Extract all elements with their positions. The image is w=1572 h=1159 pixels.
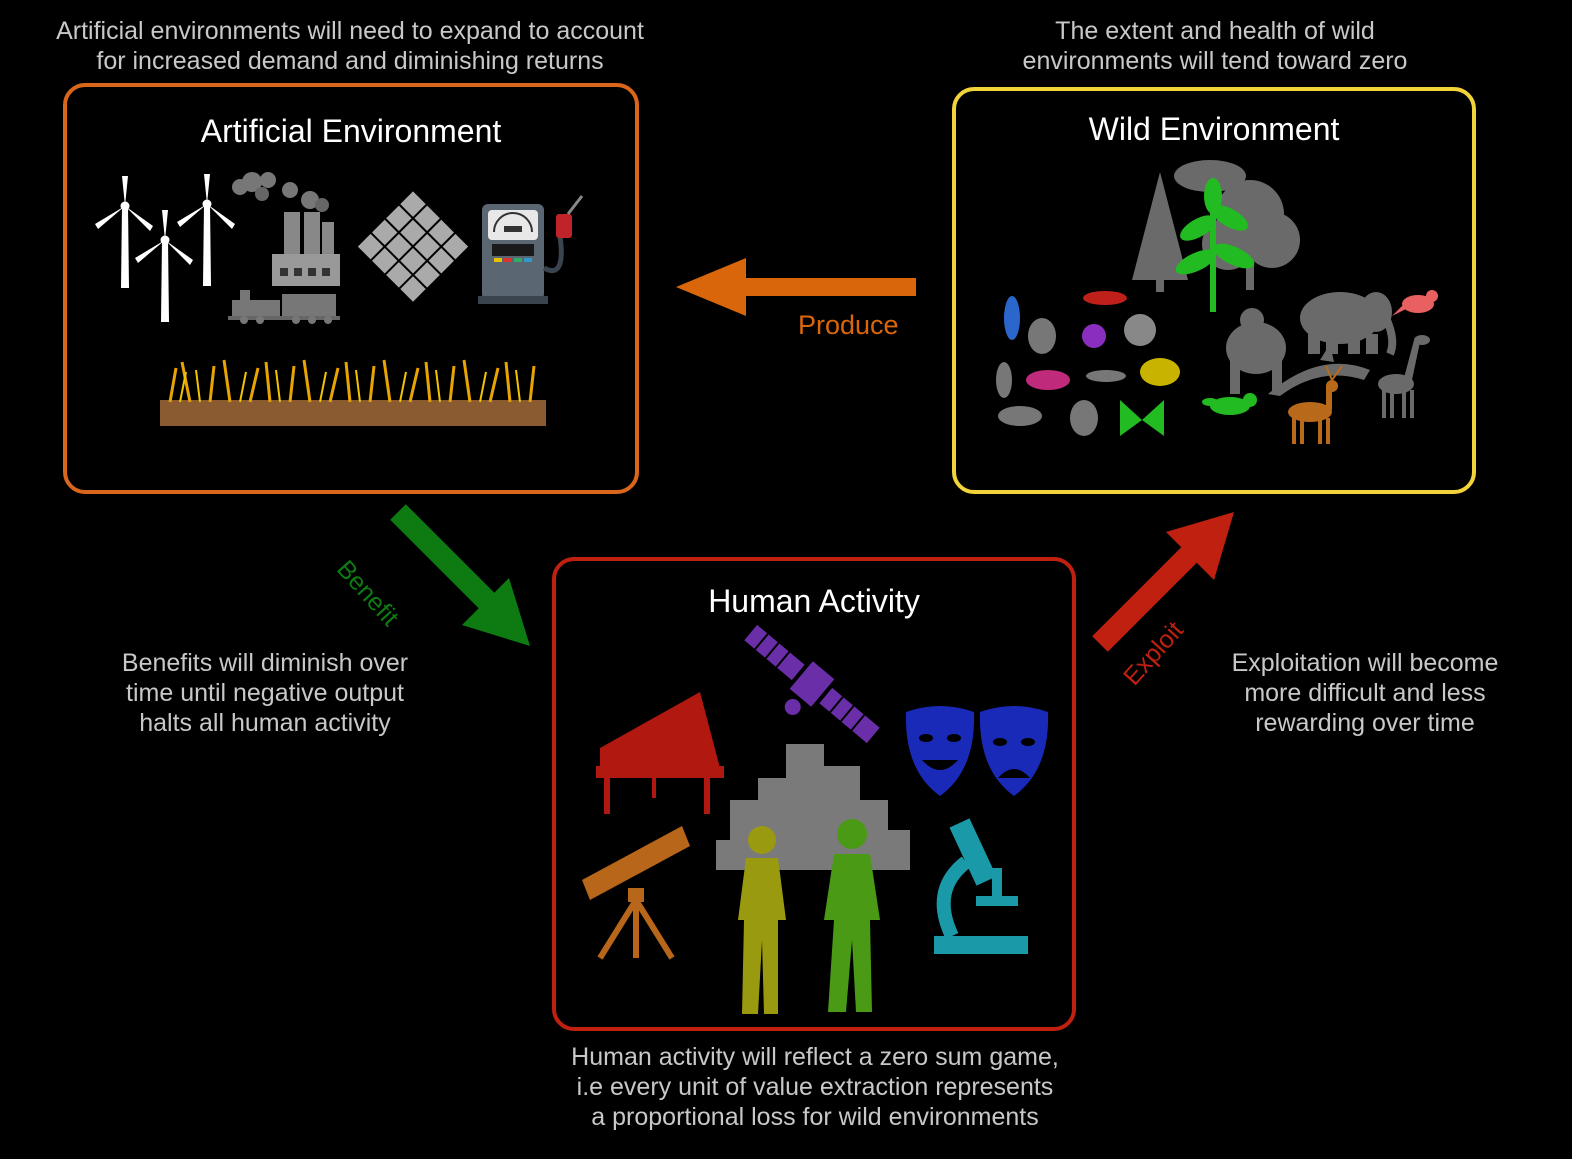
artificial-environment-title: Artificial Environment bbox=[200, 113, 502, 149]
solar-panel-icon bbox=[357, 191, 469, 302]
insect-icon bbox=[996, 291, 1180, 436]
telescope-icon bbox=[582, 826, 690, 960]
worker-icon bbox=[738, 819, 880, 1014]
wind-turbine-icon bbox=[95, 174, 235, 322]
wild-environment-title: Wild Environment bbox=[1088, 111, 1340, 147]
microscope-icon bbox=[934, 818, 1028, 954]
exploit-note: Exploitation will become more difficult … bbox=[1231, 649, 1499, 737]
city-skyline-icon bbox=[716, 744, 910, 870]
fuel-pump-icon bbox=[478, 195, 584, 304]
plant-icon bbox=[1175, 178, 1255, 312]
satellite-icon bbox=[744, 624, 880, 744]
artificial-environment-box: Artificial Environment bbox=[63, 83, 639, 494]
giraffe-icon bbox=[1378, 335, 1430, 418]
human-note: Human activity will reflect a zero sum g… bbox=[571, 1043, 1059, 1131]
human-activity-box: Human Activity bbox=[552, 557, 1076, 1031]
benefit-arrow bbox=[390, 504, 530, 646]
gorilla-icon bbox=[1226, 308, 1286, 394]
piano-icon bbox=[596, 692, 724, 814]
raccoon-icon bbox=[1202, 393, 1257, 415]
human-activity-title: Human Activity bbox=[708, 583, 920, 619]
wild-environment-box: Wild Environment bbox=[952, 87, 1476, 494]
tree-icon bbox=[1132, 160, 1300, 292]
elephant-icon bbox=[1300, 292, 1397, 356]
factory-icon bbox=[232, 172, 340, 286]
wheat-field-icon bbox=[160, 359, 546, 426]
artificial-note: Artificial environments will need to exp… bbox=[56, 17, 644, 75]
train-icon bbox=[228, 290, 340, 324]
produce-arrow bbox=[676, 258, 916, 316]
exploit-arrow bbox=[1092, 512, 1234, 652]
benefit-note: Benefits will diminish over time until n… bbox=[121, 649, 409, 737]
wild-note: The extent and health of wild environmen… bbox=[1022, 17, 1408, 75]
produce-label: Produce bbox=[798, 310, 899, 340]
bird-icon bbox=[1392, 290, 1438, 316]
deer-icon bbox=[1288, 365, 1343, 444]
theatre-masks-icon bbox=[905, 706, 1049, 796]
dolphin-icon bbox=[1268, 344, 1370, 396]
